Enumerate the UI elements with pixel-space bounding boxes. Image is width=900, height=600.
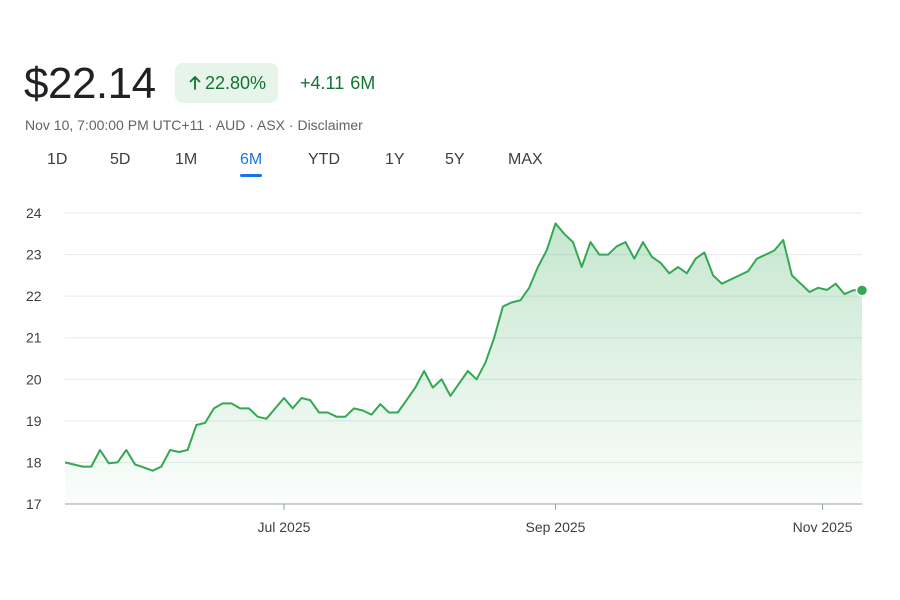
y-tick-label: 19 bbox=[26, 413, 42, 429]
price-area bbox=[65, 223, 862, 504]
x-tick-label: Jul 2025 bbox=[257, 519, 310, 535]
x-tick-label: Nov 2025 bbox=[793, 519, 853, 535]
percent-change-value: 22.80% bbox=[205, 73, 267, 93]
current-price-marker bbox=[855, 284, 869, 297]
tab-5d[interactable]: 5D bbox=[110, 151, 131, 168]
tab-max[interactable]: MAX bbox=[508, 151, 543, 168]
y-tick-label: 21 bbox=[26, 330, 42, 346]
tab-1y[interactable]: 1Y bbox=[385, 151, 405, 168]
tab-1m[interactable]: 1M bbox=[175, 151, 198, 168]
tab-1d[interactable]: 1D bbox=[47, 151, 68, 168]
arrow-up-icon bbox=[189, 76, 201, 90]
y-tick-label: 24 bbox=[26, 205, 42, 221]
y-tick-label: 23 bbox=[26, 247, 42, 263]
tab-5y[interactable]: 5Y bbox=[445, 151, 465, 168]
y-tick-label: 18 bbox=[26, 454, 42, 470]
x-tick-label: Sep 2025 bbox=[525, 519, 585, 535]
y-tick-label: 20 bbox=[26, 371, 42, 387]
current-price: $22.14 bbox=[24, 59, 156, 108]
quote-meta: Nov 10, 7:00:00 PM UTC+11 · AUD · ASX · … bbox=[25, 117, 363, 133]
percent-change-badge: 22.80% bbox=[175, 63, 279, 103]
price-line bbox=[64, 222, 862, 472]
tab-6m[interactable]: 6M bbox=[240, 148, 263, 177]
y-tick-label: 22 bbox=[26, 288, 42, 304]
absolute-change-value: +4.11 bbox=[300, 73, 345, 93]
absolute-change: +4.11 6M bbox=[300, 63, 375, 103]
y-tick-label: 17 bbox=[26, 496, 42, 512]
tab-ytd[interactable]: YTD bbox=[308, 151, 340, 168]
change-period: 6M bbox=[350, 73, 376, 93]
